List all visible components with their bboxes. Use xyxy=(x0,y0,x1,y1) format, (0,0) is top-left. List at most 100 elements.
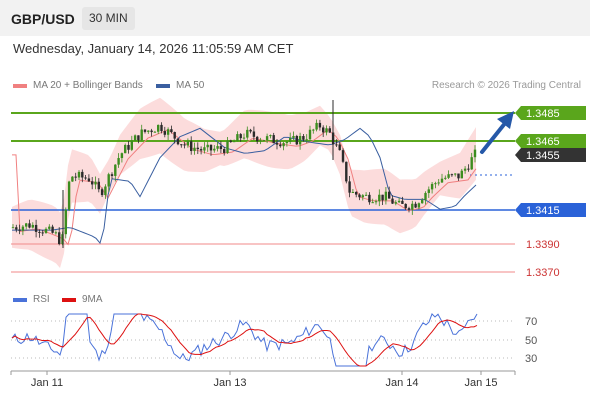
candle-down xyxy=(190,141,193,152)
candle-down xyxy=(407,208,411,210)
candle-up xyxy=(213,148,216,151)
candle-up xyxy=(421,199,424,204)
rsi-ma-line xyxy=(11,313,478,367)
candle-up xyxy=(94,181,97,185)
candle-down xyxy=(199,149,203,151)
candle-up xyxy=(470,157,473,170)
candle-up xyxy=(157,124,160,132)
candle-down xyxy=(450,174,454,176)
candle-up xyxy=(440,178,444,183)
candle-up xyxy=(434,183,437,185)
candle-up xyxy=(64,209,67,235)
candle-up xyxy=(120,153,124,159)
candle-up xyxy=(282,143,285,147)
price-tag-bg xyxy=(515,106,586,120)
candle-up xyxy=(48,226,51,229)
candle-up xyxy=(397,200,401,203)
candle-down xyxy=(414,203,417,208)
candle-up xyxy=(427,189,430,193)
price-tag-bg xyxy=(515,203,586,217)
candle-down xyxy=(338,144,341,151)
candle-down xyxy=(279,144,282,147)
candle-up xyxy=(216,146,219,149)
candle-up xyxy=(463,168,467,171)
candle-up xyxy=(308,129,312,140)
candle-down xyxy=(143,129,147,132)
date-timestamp: Wednesday, January 14, 2026 11:05:59 AM … xyxy=(13,41,294,56)
candle-up xyxy=(203,147,206,151)
candle-up xyxy=(130,140,133,150)
candle-down xyxy=(163,131,166,135)
candle-up xyxy=(424,192,427,200)
candle-up xyxy=(54,232,58,234)
timeframe-badge[interactable]: 30 MIN xyxy=(82,7,135,30)
forecast-arrow xyxy=(480,111,514,154)
candle-down xyxy=(252,131,256,137)
candle-up xyxy=(166,129,170,135)
rsi-line xyxy=(11,313,478,367)
candle-up xyxy=(104,186,107,196)
candle-down xyxy=(467,168,470,170)
candle-down xyxy=(209,144,213,151)
candle-up xyxy=(77,171,81,178)
candle-up xyxy=(107,174,110,187)
candle-up xyxy=(394,202,397,204)
candle-down xyxy=(41,232,44,234)
candle-down xyxy=(249,129,252,132)
candle-up xyxy=(444,177,447,179)
candle-down xyxy=(381,194,384,201)
candle-down xyxy=(110,174,114,176)
candle-down xyxy=(38,231,41,233)
candle-up xyxy=(232,141,236,143)
candle-up xyxy=(417,203,421,208)
ma50-label: MA 50 xyxy=(176,80,205,91)
candle-down xyxy=(51,226,54,233)
candle-down xyxy=(355,191,358,195)
candle-down xyxy=(183,144,186,146)
candle-down xyxy=(81,171,84,178)
candle-down xyxy=(91,181,94,185)
candle-down xyxy=(335,144,338,146)
candle-down xyxy=(302,136,305,140)
candle-up xyxy=(44,228,48,233)
candle-down xyxy=(358,194,361,198)
candle-down xyxy=(180,144,183,146)
ma20-line xyxy=(12,129,477,246)
candle-up xyxy=(292,135,295,138)
rsi-swatch xyxy=(13,297,27,302)
candle-down xyxy=(368,194,371,203)
price-tag-bg xyxy=(515,148,586,162)
candle-up xyxy=(11,227,15,229)
time-axis-label: Jan 14 xyxy=(385,377,418,389)
time-axis: Jan 11 Jan 13 Jan 14 Jan 15 xyxy=(10,370,516,389)
candle-up xyxy=(265,136,269,140)
candle-up xyxy=(133,135,137,141)
candle-up xyxy=(473,149,477,158)
candle-up xyxy=(193,147,196,152)
candle-down xyxy=(150,130,153,133)
candle-up xyxy=(447,174,450,178)
candle-down xyxy=(239,134,242,139)
candle-down xyxy=(229,140,232,142)
price-tag-1-3370: 1.3370 xyxy=(526,267,560,279)
candle-down xyxy=(137,135,140,141)
candle-up xyxy=(430,183,434,190)
candle-down xyxy=(401,200,404,204)
candle-down xyxy=(170,129,173,133)
candle-up xyxy=(262,139,265,141)
bollinger-band-area xyxy=(12,97,476,269)
legend-ma20: MA 20 + Bollinger Bands xyxy=(13,80,143,91)
ma9-label: 9MA xyxy=(82,294,103,305)
legend-9ma: 9MA xyxy=(62,294,103,305)
price-tag-bg xyxy=(515,134,586,148)
candle-up xyxy=(371,202,374,204)
ma9-swatch xyxy=(62,297,76,302)
candle-down xyxy=(100,189,104,196)
time-axis-label: Jan 15 xyxy=(464,377,497,389)
candle-up xyxy=(437,182,440,184)
candle-up xyxy=(71,176,74,182)
currency-pair-title: GBP/USD xyxy=(11,11,75,27)
candle-up xyxy=(114,164,117,176)
candle-up xyxy=(259,140,262,142)
